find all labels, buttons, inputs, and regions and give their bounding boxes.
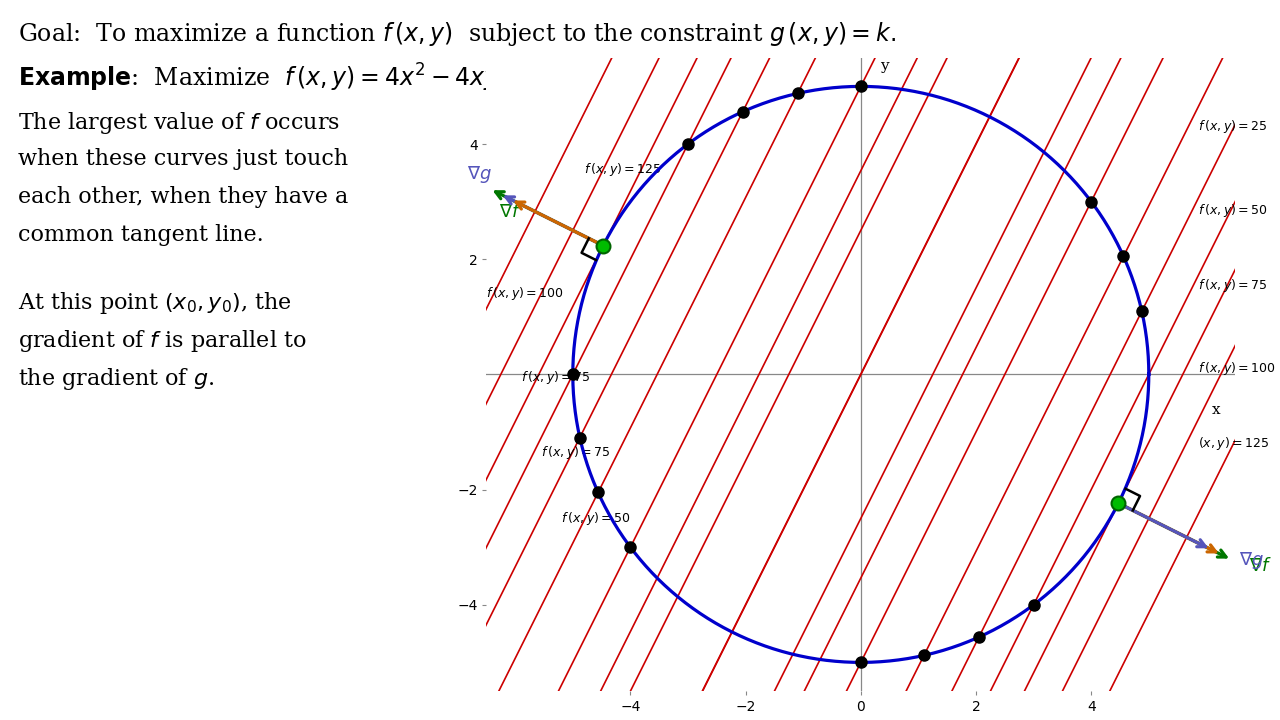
Text: $\nabla g$: $\nabla g$ [1239, 550, 1263, 571]
Text: The largest value of $f$ occurs: The largest value of $f$ occurs [18, 110, 340, 136]
X-axis label: x: x [1212, 403, 1221, 417]
Text: $f\,(x,y)=125$: $f\,(x,y)=125$ [584, 161, 662, 179]
Text: gradient of $f$ is parallel to: gradient of $f$ is parallel to [18, 328, 306, 354]
Text: $\nabla f$: $\nabla f$ [1249, 557, 1272, 575]
Text: $(x,y)=125$: $(x,y)=125$ [1198, 435, 1268, 452]
Text: $f\,(x,y)=75$: $f\,(x,y)=75$ [1198, 276, 1267, 294]
Text: $f\,(x,y)=75$: $f\,(x,y)=75$ [521, 369, 590, 386]
Text: when these curves just touch: when these curves just touch [18, 148, 348, 170]
Text: $f\,(x,y)=100$: $f\,(x,y)=100$ [1198, 360, 1276, 377]
Text: $f\,(x,y)=75$: $f\,(x,y)=75$ [540, 444, 611, 461]
Text: each other, when they have a: each other, when they have a [18, 186, 348, 208]
Text: common tangent line.: common tangent line. [18, 224, 264, 246]
Text: $\nabla f$: $\nabla f$ [498, 203, 521, 221]
Text: the gradient of $g$.: the gradient of $g$. [18, 366, 214, 392]
Text: $\nabla f\!\left(x_0,y_0\right)=$: $\nabla f\!\left(x_0,y_0\right)=$ [810, 97, 1015, 139]
Text: $\nabla g$: $\nabla g$ [467, 164, 492, 186]
Text: (for some scalar $\lambda$): (for some scalar $\lambda$) [694, 145, 867, 168]
Text: At this point $\left(x_0,y_0\right)$, the: At this point $\left(x_0,y_0\right)$, th… [18, 290, 292, 316]
Text: $\nabla f\!\left(x_0,y_0\right)=\lambda\nabla g\!\left(x_0,y_0\right)$: $\nabla f\!\left(x_0,y_0\right)=\lambda\… [603, 97, 1016, 139]
Y-axis label: y: y [881, 60, 890, 73]
Text: $\mathbf{Example}$:  Maximize  $f\,(x,y)=4x^2-4xy+y^2$   subject to  $g\,(x,y)=x: $\mathbf{Example}$: Maximize $f\,(x,y)=4… [18, 62, 963, 94]
Text: $f\,(x,y)=25$: $f\,(x,y)=25$ [1198, 118, 1267, 135]
Text: Goal:  To maximize a function $f\,(x,y)$  subject to the constraint $g\,(x,y)=k.: Goal: To maximize a function $f\,(x,y)$ … [18, 20, 896, 48]
Text: $f\,(x,y)=100$: $f\,(x,y)=100$ [486, 285, 564, 302]
Text: $f\,(x,y)=50$: $f\,(x,y)=50$ [561, 510, 630, 527]
Text: $f\,(x,y)=50$: $f\,(x,y)=50$ [1198, 202, 1267, 219]
